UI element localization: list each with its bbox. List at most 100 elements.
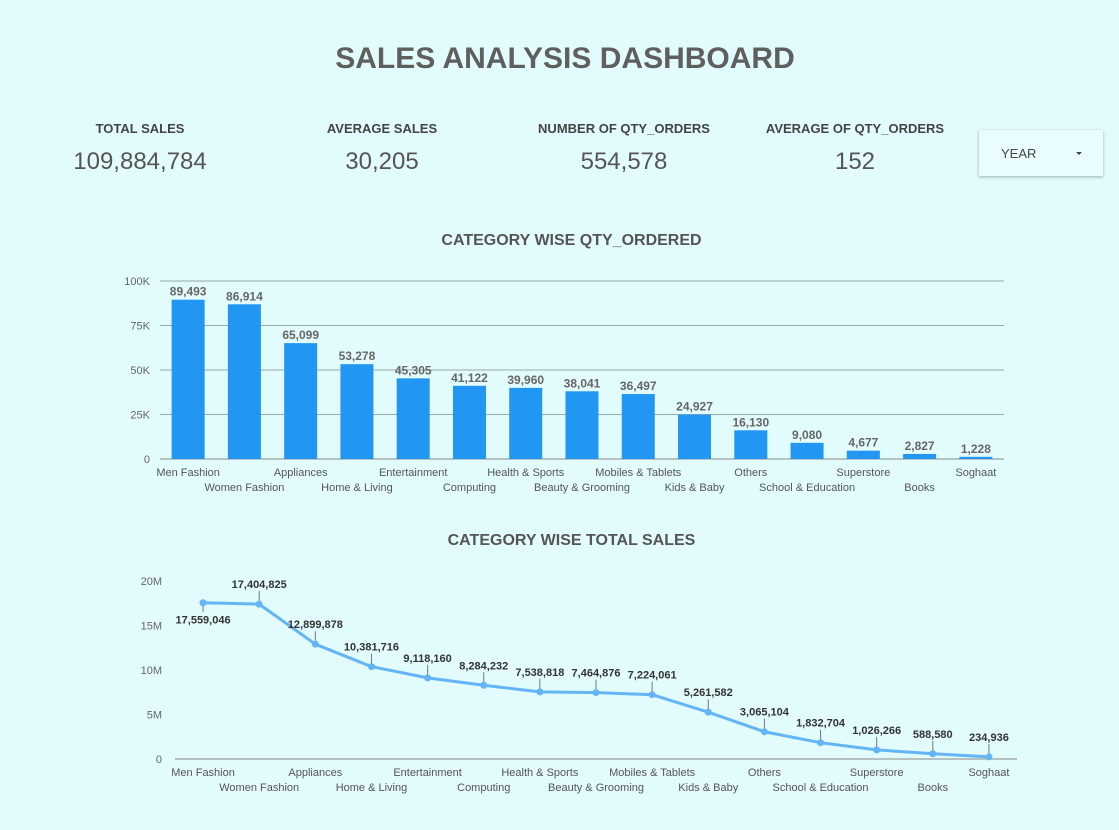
- kpi-value: 109,884,784: [73, 148, 207, 175]
- point-value-label: 588,580: [913, 729, 953, 741]
- data-point: [648, 691, 656, 699]
- bar-value-label: 16,130: [732, 415, 769, 429]
- y-tick-label: 20M: [141, 576, 162, 588]
- x-category-label: Kids & Baby: [665, 482, 725, 494]
- x-category-label: Mobiles & Tablets: [609, 767, 696, 779]
- caret-down-icon: [1076, 152, 1082, 155]
- data-point: [873, 746, 881, 754]
- point-value-label: 17,559,046: [176, 615, 231, 627]
- x-category-label: Beauty & Grooming: [548, 782, 644, 794]
- x-category-label: Home & Living: [321, 482, 393, 494]
- data-point: [817, 739, 825, 747]
- x-category-label: Computing: [457, 782, 510, 794]
- bar: [396, 378, 430, 459]
- y-tick-label: 25K: [130, 410, 150, 422]
- x-category-label: Others: [734, 467, 768, 479]
- point-value-label: 234,936: [969, 732, 1009, 744]
- kpi-number-of-qty-orders: NUMBER OF QTY_ORDERS 554,578: [524, 121, 724, 176]
- x-category-label: Soghaat: [968, 767, 1009, 779]
- line-chart-title: CATEGORY WISE TOTAL SALES: [447, 532, 696, 549]
- x-category-label: Health & Sports: [487, 467, 565, 479]
- bar: [340, 364, 374, 459]
- x-category-label: School & Education: [773, 782, 869, 794]
- point-value-label: 5,261,582: [684, 687, 733, 699]
- x-category-label: Men Fashion: [171, 767, 235, 779]
- bar: [452, 385, 486, 459]
- data-point: [704, 708, 712, 716]
- y-tick-label: 10M: [141, 665, 162, 677]
- x-category-label: Superstore: [850, 767, 904, 779]
- kpi-label: AVERAGE OF QTY_ORDERS: [765, 121, 945, 136]
- data-point: [424, 674, 432, 682]
- x-category-label: Women Fashion: [204, 482, 284, 494]
- point-value-label: 8,284,232: [459, 660, 508, 672]
- kpi-total-sales: TOTAL SALES 109,884,784: [70, 121, 210, 176]
- kpi-average-of-qty-orders: AVERAGE OF QTY_ORDERS 152: [755, 121, 955, 176]
- x-category-label: Others: [748, 767, 782, 779]
- bar: [846, 450, 880, 459]
- bar-value-label: 1,228: [961, 442, 991, 456]
- kpi-label: NUMBER OF QTY_ORDERS: [538, 121, 710, 136]
- data-point: [255, 600, 263, 608]
- kpi-average-sales: AVERAGE SALES 30,205: [302, 121, 462, 176]
- point-value-label: 10,381,716: [344, 642, 399, 654]
- x-category-label: Appliances: [274, 467, 328, 479]
- kpi-value: 554,578: [580, 148, 668, 175]
- bar: [509, 387, 543, 459]
- data-point: [592, 689, 600, 697]
- bar-value-label: 65,099: [282, 328, 319, 342]
- data-point: [199, 599, 207, 607]
- x-category-label: Computing: [443, 482, 496, 494]
- point-value-label: 9,118,160: [403, 653, 451, 665]
- data-point: [985, 753, 993, 761]
- x-category-label: Soghaat: [955, 467, 996, 479]
- bar: [227, 304, 261, 459]
- bar-value-label: 53,278: [339, 349, 376, 363]
- point-value-label: 17,404,825: [232, 579, 287, 591]
- bar: [284, 343, 318, 459]
- bar-value-label: 9,080: [792, 428, 822, 442]
- y-tick-label: 0: [156, 754, 162, 766]
- bar-value-label: 39,960: [507, 373, 544, 387]
- x-category-label: Home & Living: [336, 782, 408, 794]
- y-tick-label: 75K: [130, 321, 150, 333]
- data-point: [367, 663, 375, 671]
- point-value-label: 12,899,878: [288, 619, 343, 631]
- bar-value-label: 86,914: [226, 289, 263, 303]
- year-filter-dropdown[interactable]: YEAR: [979, 130, 1103, 176]
- bar-value-label: 41,122: [451, 371, 488, 385]
- kpi-value: 30,205: [345, 148, 419, 175]
- point-value-label: 1,832,704: [796, 718, 846, 730]
- x-category-label: Men Fashion: [156, 467, 220, 479]
- bar-value-label: 89,493: [170, 285, 207, 299]
- bar-value-label: 45,305: [395, 363, 432, 377]
- y-tick-label: 100K: [124, 276, 150, 288]
- x-category-label: Mobiles & Tablets: [595, 467, 682, 479]
- year-filter-label: YEAR: [1001, 146, 1037, 161]
- x-category-label: Beauty & Grooming: [534, 482, 630, 494]
- data-point: [480, 681, 488, 689]
- x-category-label: Entertainment: [393, 767, 461, 779]
- bar: [734, 430, 768, 459]
- bar: [903, 453, 937, 459]
- bar: [565, 391, 599, 459]
- y-tick-label: 15M: [141, 621, 162, 633]
- point-value-label: 3,065,104: [740, 707, 790, 719]
- bar: [959, 456, 993, 459]
- data-point: [536, 688, 544, 696]
- x-category-label: School & Education: [759, 482, 855, 494]
- bar: [171, 299, 205, 459]
- point-value-label: 7,538,818: [515, 667, 564, 679]
- kpi-label: AVERAGE SALES: [326, 121, 438, 136]
- bar-value-label: 38,041: [564, 376, 601, 390]
- kpi-value: 152: [834, 148, 876, 175]
- point-value-label: 7,464,876: [572, 668, 621, 680]
- bar: [621, 394, 655, 459]
- bar-value-label: 24,927: [676, 400, 713, 414]
- bar-value-label: 2,827: [905, 439, 935, 453]
- x-category-label: Women Fashion: [219, 782, 299, 794]
- data-point: [311, 640, 319, 648]
- x-category-label: Kids & Baby: [678, 782, 738, 794]
- bar-value-label: 4,677: [848, 436, 878, 450]
